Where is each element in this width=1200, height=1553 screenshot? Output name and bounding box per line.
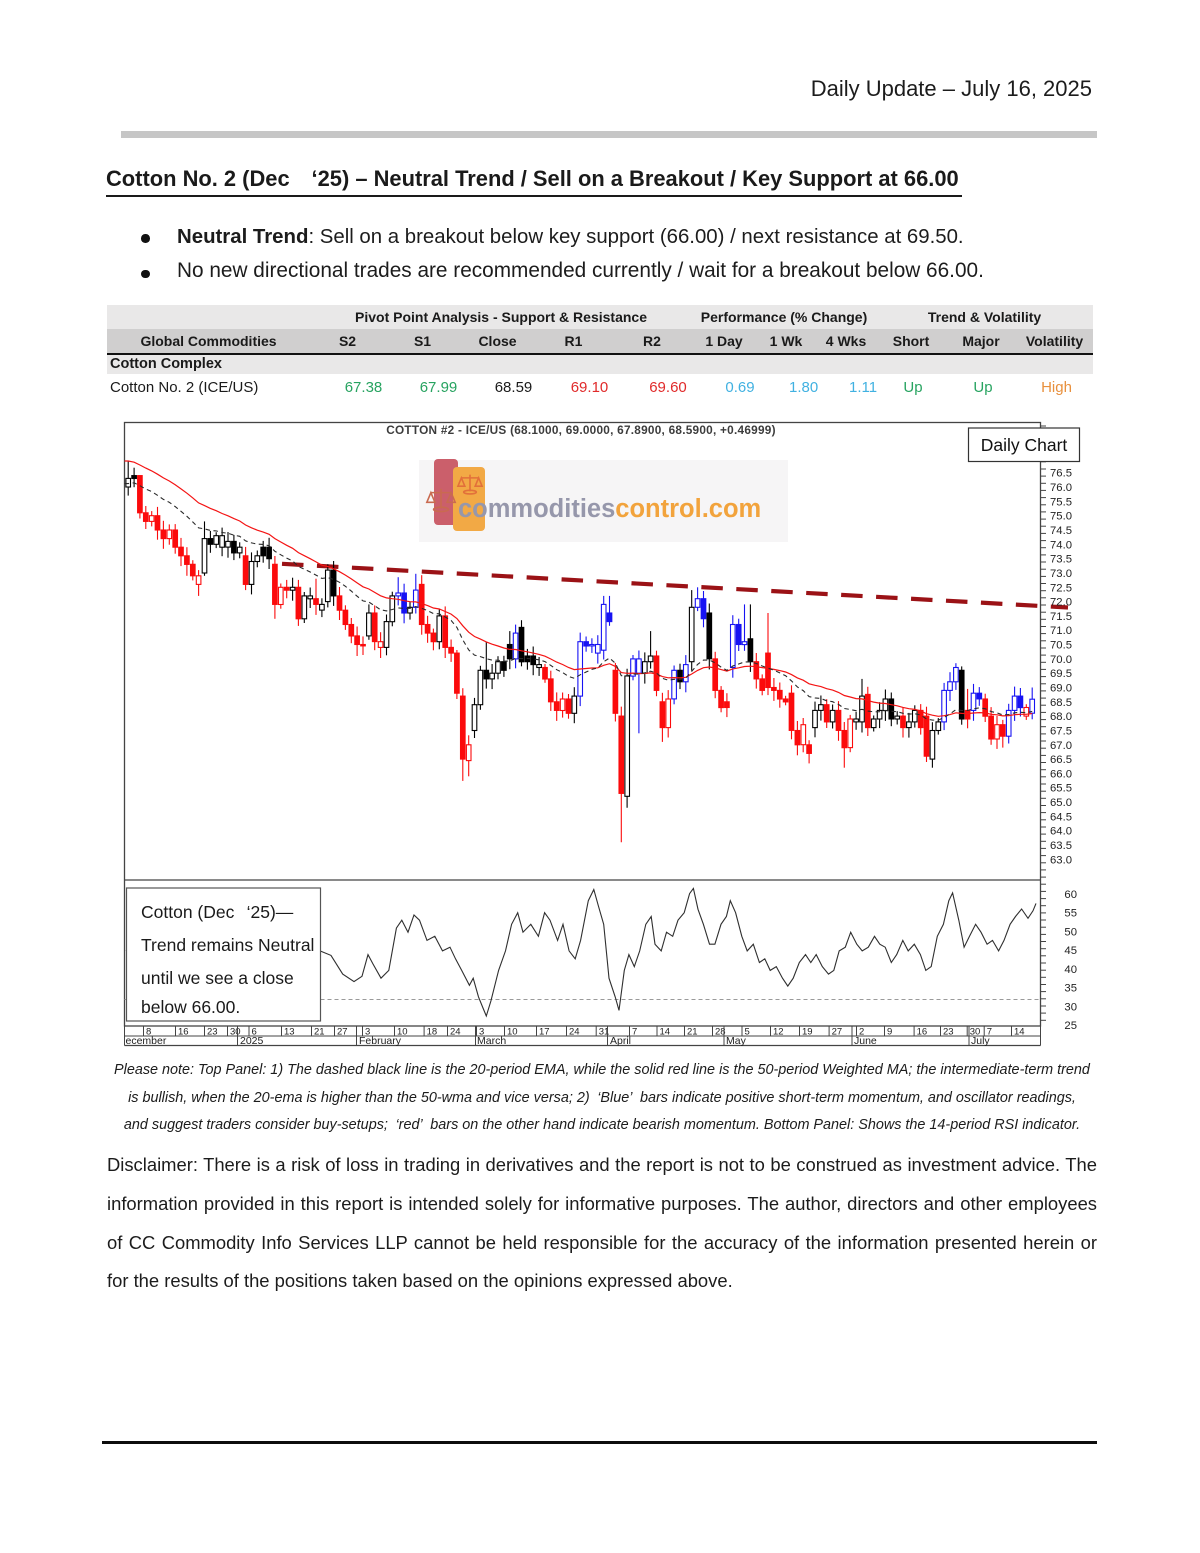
svg-text:ecember: ecember [126,1035,167,1047]
svg-text:65.0: 65.0 [1050,797,1072,809]
svg-text:July: July [971,1035,990,1047]
svg-text:69.0: 69.0 [1050,683,1072,695]
svg-text:71.0: 71.0 [1050,625,1072,637]
svg-text:40: 40 [1064,964,1077,976]
svg-text:Cotton (Dec ‘25)—: Cotton (Dec ‘25)— [141,902,294,922]
svg-text:2025: 2025 [240,1035,264,1047]
svg-text:55: 55 [1064,908,1077,920]
svg-text:12: 12 [773,1027,784,1038]
svg-text:7: 7 [987,1027,992,1038]
svg-text:6: 6 [252,1027,257,1038]
svg-text:14: 14 [660,1027,671,1038]
svg-text:3: 3 [479,1027,484,1038]
svg-text:8: 8 [146,1027,151,1038]
svg-text:65.5: 65.5 [1050,783,1072,795]
svg-text:10: 10 [397,1027,408,1038]
svg-text:19: 19 [802,1027,813,1038]
svg-text:5: 5 [745,1027,750,1038]
svg-text:below 66.00.: below 66.00. [141,997,240,1017]
svg-text:23: 23 [943,1027,954,1038]
svg-text:24: 24 [569,1027,580,1038]
svg-text:14: 14 [1014,1027,1025,1038]
svg-text:18: 18 [427,1027,438,1038]
svg-text:21: 21 [314,1027,325,1038]
svg-text:27: 27 [337,1027,348,1038]
svg-text:63.5: 63.5 [1050,840,1072,852]
svg-text:30: 30 [970,1027,981,1038]
svg-text:50: 50 [1064,926,1077,938]
svg-text:31: 31 [599,1027,610,1038]
svg-text:30: 30 [230,1027,241,1038]
svg-text:69.5: 69.5 [1050,668,1072,680]
svg-text:3: 3 [365,1027,370,1038]
svg-text:17: 17 [539,1027,550,1038]
svg-text:66.0: 66.0 [1050,768,1072,780]
svg-text:28: 28 [715,1027,726,1038]
svg-text:70.5: 70.5 [1050,640,1072,652]
svg-text:Trend remains Neutral: Trend remains Neutral [141,935,314,955]
svg-text:27: 27 [832,1027,843,1038]
svg-text:75.0: 75.0 [1050,511,1072,523]
svg-text:commoditiescontrol.com: commoditiescontrol.com [458,495,761,523]
svg-text:7: 7 [632,1027,637,1038]
svg-text:25: 25 [1064,1020,1077,1032]
svg-text:13: 13 [284,1027,295,1038]
svg-text:10: 10 [507,1027,518,1038]
svg-text:74.0: 74.0 [1050,539,1072,551]
svg-text:76.5: 76.5 [1050,468,1072,480]
svg-text:70.0: 70.0 [1050,654,1072,666]
svg-text:until we see a close: until we see a close [141,968,294,988]
svg-text:63.0: 63.0 [1050,854,1072,866]
svg-text:February: February [359,1035,402,1047]
svg-text:May: May [726,1035,747,1047]
svg-text:64.5: 64.5 [1050,811,1072,823]
svg-text:16: 16 [917,1027,928,1038]
svg-text:76.0: 76.0 [1050,482,1072,494]
svg-text:2: 2 [859,1027,864,1038]
svg-text:75.5: 75.5 [1050,496,1072,508]
svg-text:73.5: 73.5 [1050,554,1072,566]
svg-text:24: 24 [450,1027,461,1038]
svg-text:45: 45 [1064,945,1077,957]
svg-text:21: 21 [687,1027,698,1038]
svg-text:67.0: 67.0 [1050,740,1072,752]
svg-text:April: April [610,1035,631,1047]
svg-text:71.5: 71.5 [1050,611,1072,623]
svg-text:COTTON #2 - ICE/US (68.1000, 6: COTTON #2 - ICE/US (68.1000, 69.0000, 67… [386,423,776,437]
svg-text:72.0: 72.0 [1050,597,1072,609]
svg-text:67.5: 67.5 [1050,726,1072,738]
svg-text:68.5: 68.5 [1050,697,1072,709]
svg-text:16: 16 [178,1027,189,1038]
svg-text:64.0: 64.0 [1050,826,1072,838]
svg-text:60: 60 [1064,889,1077,901]
svg-text:72.5: 72.5 [1050,582,1072,594]
svg-text:Daily Chart: Daily Chart [981,435,1068,455]
svg-text:66.5: 66.5 [1050,754,1072,766]
svg-text:74.5: 74.5 [1050,525,1072,537]
svg-text:March: March [477,1035,506,1047]
svg-text:73.0: 73.0 [1050,568,1072,580]
svg-text:23: 23 [207,1027,218,1038]
svg-text:June: June [854,1035,877,1047]
svg-text:35: 35 [1064,983,1077,995]
svg-text:30: 30 [1064,1001,1077,1013]
svg-text:68.0: 68.0 [1050,711,1072,723]
svg-text:9: 9 [887,1027,892,1038]
